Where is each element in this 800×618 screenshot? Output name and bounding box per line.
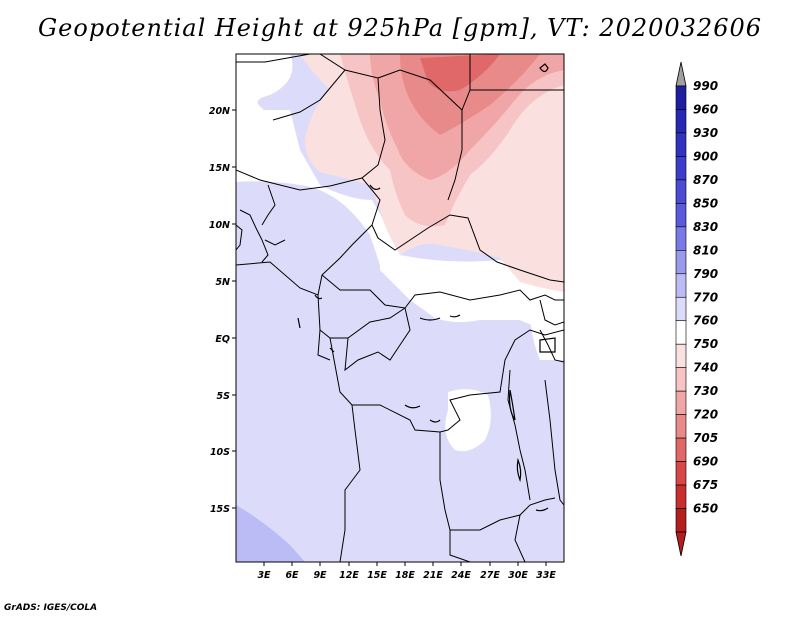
colorbar: 990 960 930 900 870 850 830 810 790 770 760 750 740 7… <box>675 61 718 557</box>
lon-label-6e: 6E <box>285 570 299 581</box>
colorbar-over-arrow <box>675 61 687 87</box>
colorbar-label-770: 770 <box>693 290 718 304</box>
colorbar-segment-810 <box>675 250 687 275</box>
colorbar-segment-720 <box>675 414 687 439</box>
lon-label-9e: 9E <box>313 570 327 581</box>
longitude-axis: 3E 6E 9E 12E 15E 18E 21E 24E 27E 30E 33E <box>257 562 556 581</box>
footer-credit: GrADS: IGES/COLA <box>4 603 98 613</box>
lakes <box>297 63 556 512</box>
colorbar-segment-850 <box>675 203 687 228</box>
colorbar-label-720: 720 <box>693 408 718 422</box>
colorbar-label-705: 705 <box>693 431 718 445</box>
height-band-790 <box>236 505 305 562</box>
lon-label-15e: 15E <box>367 570 387 581</box>
height-band-760-basin <box>445 389 491 452</box>
colorbar-segment-790 <box>675 273 687 298</box>
colorbar-label-730: 730 <box>693 384 718 398</box>
lat-label-eq: EQ <box>215 334 230 345</box>
lon-label-24e: 24E <box>451 570 471 581</box>
lat-label-10n: 10N <box>209 220 230 231</box>
colorbar-label-930: 930 <box>693 126 718 140</box>
colorbar-label-750: 750 <box>693 337 718 351</box>
colorbar-segment-900 <box>675 156 687 181</box>
colorbar-label-990: 990 <box>693 79 718 93</box>
map-frame <box>235 53 565 563</box>
colorbar-label-960: 960 <box>693 102 718 116</box>
colorbar-label-900: 900 <box>693 149 718 163</box>
colorbar-segment-690 <box>675 461 687 486</box>
lat-label-20n: 20N <box>209 106 230 117</box>
colorbar-label-790: 790 <box>693 267 718 281</box>
colorbar-label-850: 850 <box>693 196 718 210</box>
colorbar-segment-830 <box>675 226 687 251</box>
lon-label-27e: 27E <box>480 570 500 581</box>
lon-label-12e: 12E <box>339 570 359 581</box>
colorbar-segment-705 <box>675 437 687 462</box>
lat-label-5s: 5S <box>217 391 231 402</box>
colorbar-segment-675 <box>675 484 687 509</box>
colorbar-segment-650 <box>675 508 687 533</box>
lon-label-33e: 33E <box>536 570 556 581</box>
colorbar-segment-760 <box>675 320 687 345</box>
height-band-705 <box>420 54 500 92</box>
colorbar-label-650: 650 <box>693 502 718 516</box>
lat-label-5n: 5N <box>215 277 230 288</box>
latitude-axis: 20N 15N 10N 5N EQ 5S 10S 15S <box>209 106 236 515</box>
colorbar-segment-870 <box>675 179 687 204</box>
lon-label-21e: 21E <box>423 570 443 581</box>
colorbar-label-675: 675 <box>693 478 718 492</box>
lat-label-15n: 15N <box>209 163 230 174</box>
lon-label-18e: 18E <box>395 570 415 581</box>
colorbar-under-arrow <box>675 531 687 557</box>
map-plot-area <box>236 54 564 562</box>
colorbar-segment-750 <box>675 343 687 368</box>
colorbar-label-740: 740 <box>693 361 718 375</box>
colorbar-label-870: 870 <box>693 173 718 187</box>
colorbar-label-760: 760 <box>693 314 718 328</box>
height-band-760-central <box>380 252 564 330</box>
country-borders <box>236 54 564 562</box>
lon-label-30e: 30E <box>508 570 528 581</box>
lat-label-10s: 10S <box>210 447 230 458</box>
colorbar-segment-740 <box>675 367 687 392</box>
colorbar-segment-960 <box>675 109 687 134</box>
colorbar-segment-770 <box>675 296 687 322</box>
lon-label-3e: 3E <box>257 570 271 581</box>
colorbar-segment-730 <box>675 390 687 415</box>
colorbar-label-810: 810 <box>693 243 718 257</box>
colorbar-segment-930 <box>675 132 687 157</box>
colorbar-label-830: 830 <box>693 220 718 234</box>
colorbar-segment-990 <box>675 85 687 110</box>
lat-label-15s: 15S <box>210 504 230 515</box>
map-title: Geopotential Height at 925hPa [gpm], VT:… <box>38 14 762 42</box>
colorbar-label-690: 690 <box>693 455 718 469</box>
